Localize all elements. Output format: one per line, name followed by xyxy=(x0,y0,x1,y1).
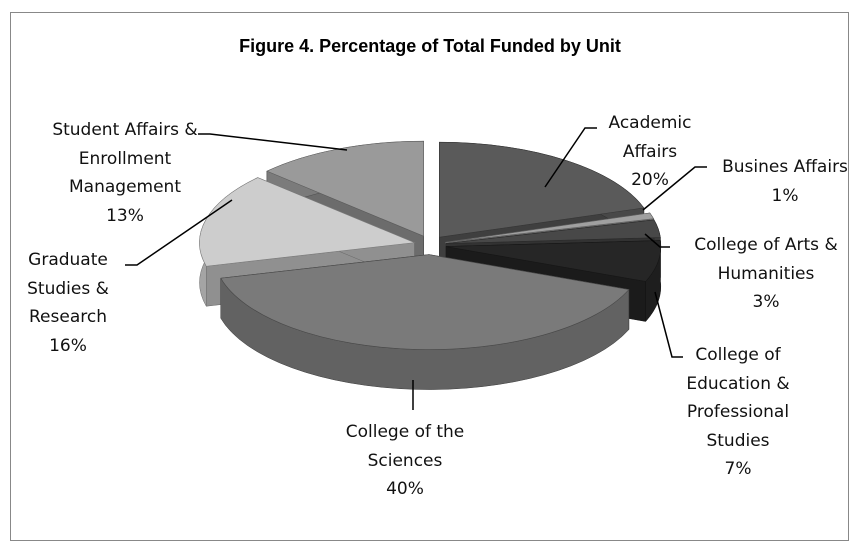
data-label: Busines Affairs 1% xyxy=(700,153,859,210)
category-label: Student Affairs & Enrollment Management xyxy=(52,120,198,197)
value-label: 40% xyxy=(386,479,424,499)
value-label: 7% xyxy=(724,459,752,479)
data-label: Graduate Studies & Research 16% xyxy=(18,246,118,360)
data-label: College of the Sciences 40% xyxy=(335,418,475,504)
value-label: 1% xyxy=(771,185,799,206)
category-label: Busines Affairs xyxy=(722,157,848,177)
leader-line xyxy=(125,199,233,266)
slice xyxy=(199,177,416,267)
slice xyxy=(220,254,630,350)
chart-title: Figure 4. Percentage of Total Funded by … xyxy=(239,36,621,56)
value-label: 3% xyxy=(752,292,780,312)
value-label: 13% xyxy=(106,205,144,226)
data-label: Student Affairs & Enrollment Management 1… xyxy=(43,116,208,230)
data-label: College of Arts & Humanities 3% xyxy=(681,231,851,317)
leader-line xyxy=(644,233,670,248)
value-label: 16% xyxy=(49,335,87,356)
data-label: College of Education & Professional Stud… xyxy=(681,341,796,484)
category-label: Academic Affairs xyxy=(608,113,692,162)
category-label: College of the Sciences xyxy=(345,422,465,471)
category-label: Graduate Studies & Research xyxy=(27,250,109,327)
leader-line xyxy=(198,133,348,151)
slice xyxy=(439,141,645,238)
leader-line xyxy=(654,291,683,358)
data-label: Academic Affairs 20% xyxy=(598,109,703,195)
pie xyxy=(199,140,662,390)
category-label: College of Education & Professional Stud… xyxy=(686,345,790,451)
slice xyxy=(445,240,662,282)
leader-line xyxy=(544,127,597,188)
slice xyxy=(445,219,661,244)
leader-line xyxy=(642,166,707,211)
slice xyxy=(445,212,655,243)
category-label: College of Arts & Humanities xyxy=(694,235,838,284)
value-label: 20% xyxy=(631,170,669,190)
